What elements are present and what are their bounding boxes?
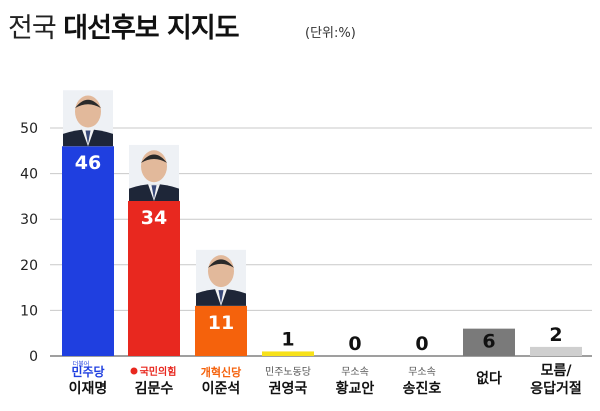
- value-label: 2: [549, 324, 562, 346]
- party-logo-ppp: 국민의힘: [140, 365, 177, 378]
- hair-shape: [141, 154, 167, 163]
- party-logo-ppp-mark: [130, 367, 138, 375]
- title-region: 전국: [8, 13, 57, 44]
- name-label: 권영국: [269, 380, 308, 397]
- value-label: 34: [141, 207, 167, 229]
- name-label: 송진호: [403, 380, 442, 397]
- bar-group-모름응답거절: 2 모름/응답거절: [530, 324, 582, 397]
- tie-shape: [85, 130, 91, 145]
- bar: [195, 305, 247, 356]
- y-tick-label: 40: [20, 167, 38, 183]
- party-logo-minju: 민주당: [71, 364, 104, 379]
- name-label: 김문수: [135, 380, 174, 397]
- value-label: 46: [75, 152, 101, 174]
- tie-shape: [151, 185, 157, 199]
- name-label: 없다: [476, 371, 502, 387]
- value-label: 11: [208, 312, 234, 334]
- tie-shape: [218, 290, 224, 304]
- bar: [530, 346, 582, 356]
- name-label: 황교안: [336, 380, 375, 397]
- name-label: 이준석: [202, 380, 241, 397]
- candidate-photo: [129, 144, 179, 201]
- hair-shape: [208, 259, 234, 268]
- bar: [463, 328, 515, 356]
- bar: [62, 146, 114, 356]
- candidate-photo: [63, 90, 113, 147]
- name-label-line1: 모름/: [541, 363, 573, 379]
- candidate-photo: [196, 249, 246, 306]
- bar: [262, 351, 314, 356]
- value-label: 0: [348, 333, 361, 355]
- value-label: 0: [415, 333, 428, 355]
- party-label: 민주노동당: [265, 366, 311, 378]
- y-tick-label: 0: [29, 349, 38, 365]
- bar: [128, 200, 180, 356]
- y-tick-label: 20: [20, 258, 38, 274]
- value-label: 6: [482, 331, 495, 353]
- name-label: 이재명: [69, 380, 108, 397]
- party-logo-minju-small: 더불어: [73, 360, 90, 368]
- unit-label: (단위:%): [305, 26, 356, 41]
- party-logo-reform: 개혁신당: [201, 365, 241, 379]
- party-label: 무소속: [341, 366, 369, 378]
- title-main: 대선후보 지지도: [63, 13, 239, 44]
- y-tick-label: 50: [20, 121, 38, 137]
- y-tick-label: 10: [20, 303, 38, 319]
- hair-shape: [75, 99, 101, 109]
- name-label-line2: 응답거절: [530, 380, 582, 397]
- y-tick-label: 30: [20, 212, 38, 228]
- chart-title: 전국 대선후보 지지도: [8, 6, 240, 45]
- value-label: 1: [281, 328, 294, 350]
- bar-group-없다: 6 없다: [463, 328, 515, 387]
- party-label: 무소속: [408, 366, 436, 378]
